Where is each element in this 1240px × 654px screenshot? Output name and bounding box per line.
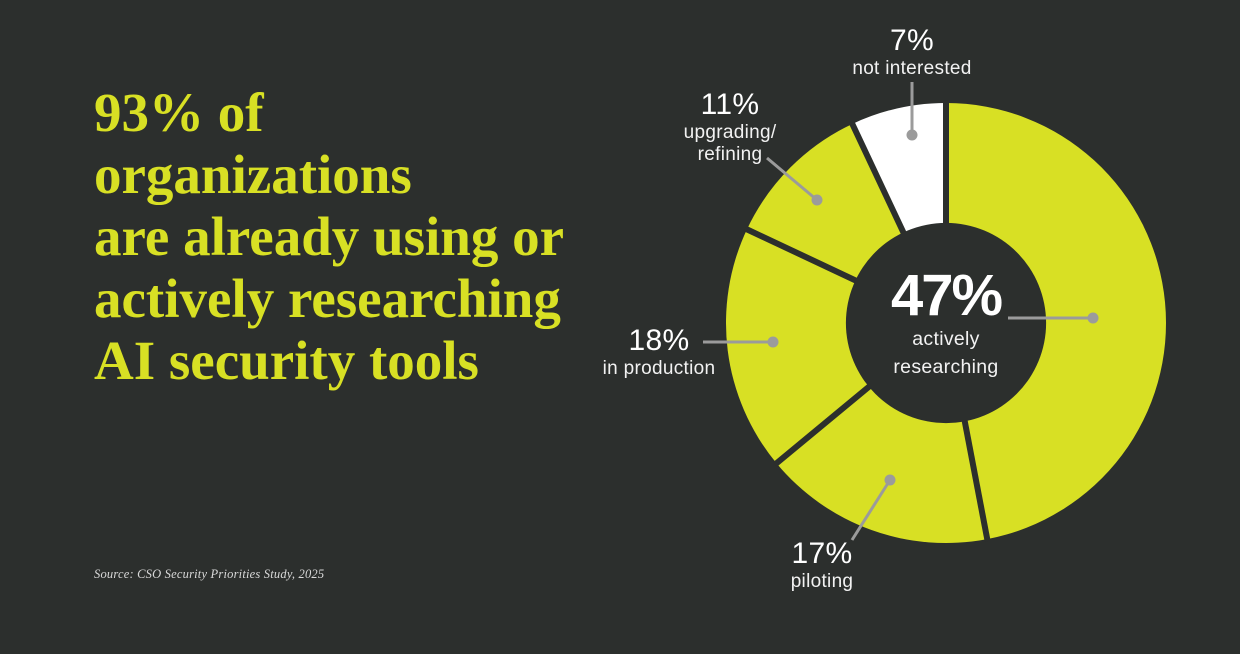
pct-piloting: 17%: [791, 537, 853, 570]
callout-not-interested-dot: [906, 129, 918, 141]
sub-upgrading: upgrading/: [683, 122, 777, 143]
callout-in-production-dot: [767, 336, 779, 348]
label-upgrading-refining: 11% upgrading/ refining: [684, 88, 777, 166]
pct-in-production: 18%: [628, 324, 690, 357]
donut-chart: [680, 55, 1212, 595]
segment-in-production: [726, 229, 946, 464]
source-citation: Source: CSO Security Priorities Study, 2…: [94, 567, 325, 581]
segment-actively-researching: [946, 103, 1166, 540]
sub-in-production: in production: [602, 358, 716, 379]
sub-piloting: piloting: [790, 571, 854, 592]
donut-svg: [703, 82, 1166, 543]
headline-line-2: are already using or: [94, 206, 565, 267]
headline-line-4: AI security tools: [94, 330, 479, 391]
headline: 93% of organizations are already using o…: [94, 82, 594, 392]
headline-line-1: 93% of organizations: [94, 82, 412, 205]
label-piloting: 17% piloting: [791, 537, 854, 593]
label-not-interested: 7% not interested: [852, 24, 971, 80]
callout-upgrading-refining-line: [766, 156, 818, 202]
donut-hole: [845, 222, 1047, 424]
sub-refining: refining: [697, 144, 763, 165]
pct-actively-researching: 47%: [890, 263, 1003, 328]
callout-upgrading-refining-dot: [811, 194, 823, 206]
label-actively-researching: 47% actively researching: [890, 263, 1003, 378]
sub-not-interested: not interested: [852, 58, 972, 79]
callout-piloting-line: [850, 479, 892, 541]
pct-upgrading-refining: 11%: [700, 88, 760, 121]
headline-line-3: actively researching: [94, 268, 561, 329]
label-in-production: 18% in production: [603, 324, 716, 380]
sub-actively: actively: [912, 328, 980, 350]
sub-researching: researching: [893, 356, 999, 378]
pct-not-interested: 7%: [890, 24, 934, 57]
callout-actively-researching-dot: [1087, 312, 1099, 324]
callout-piloting-dot: [884, 474, 896, 486]
